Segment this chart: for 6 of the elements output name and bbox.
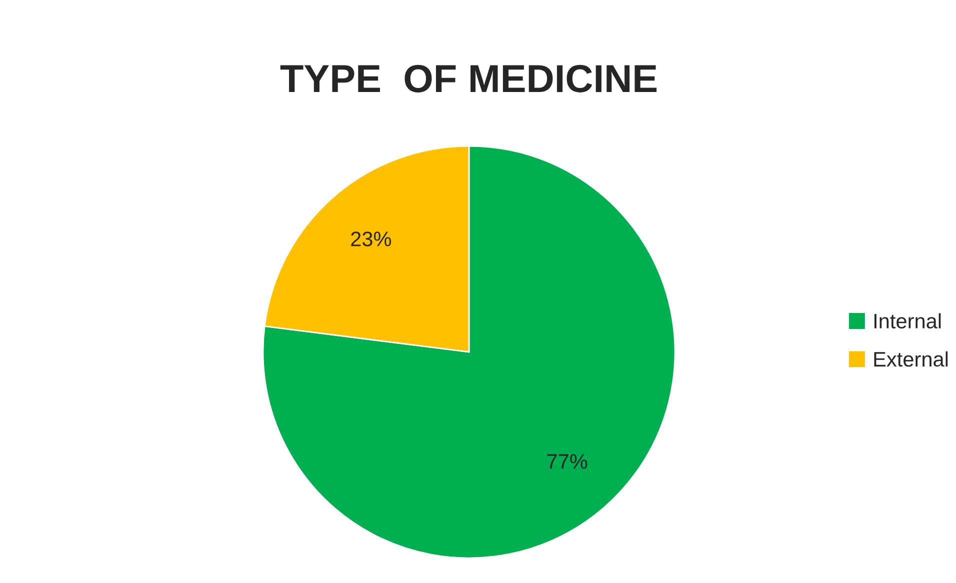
chart-title: TYPE OF MEDICINE [280,64,657,92]
data-label: 77% [547,454,588,469]
legend-label: External [874,351,948,367]
data-label: 23% [351,232,392,246]
pie-slice [262,145,676,559]
legend-label: Internal [874,313,941,329]
